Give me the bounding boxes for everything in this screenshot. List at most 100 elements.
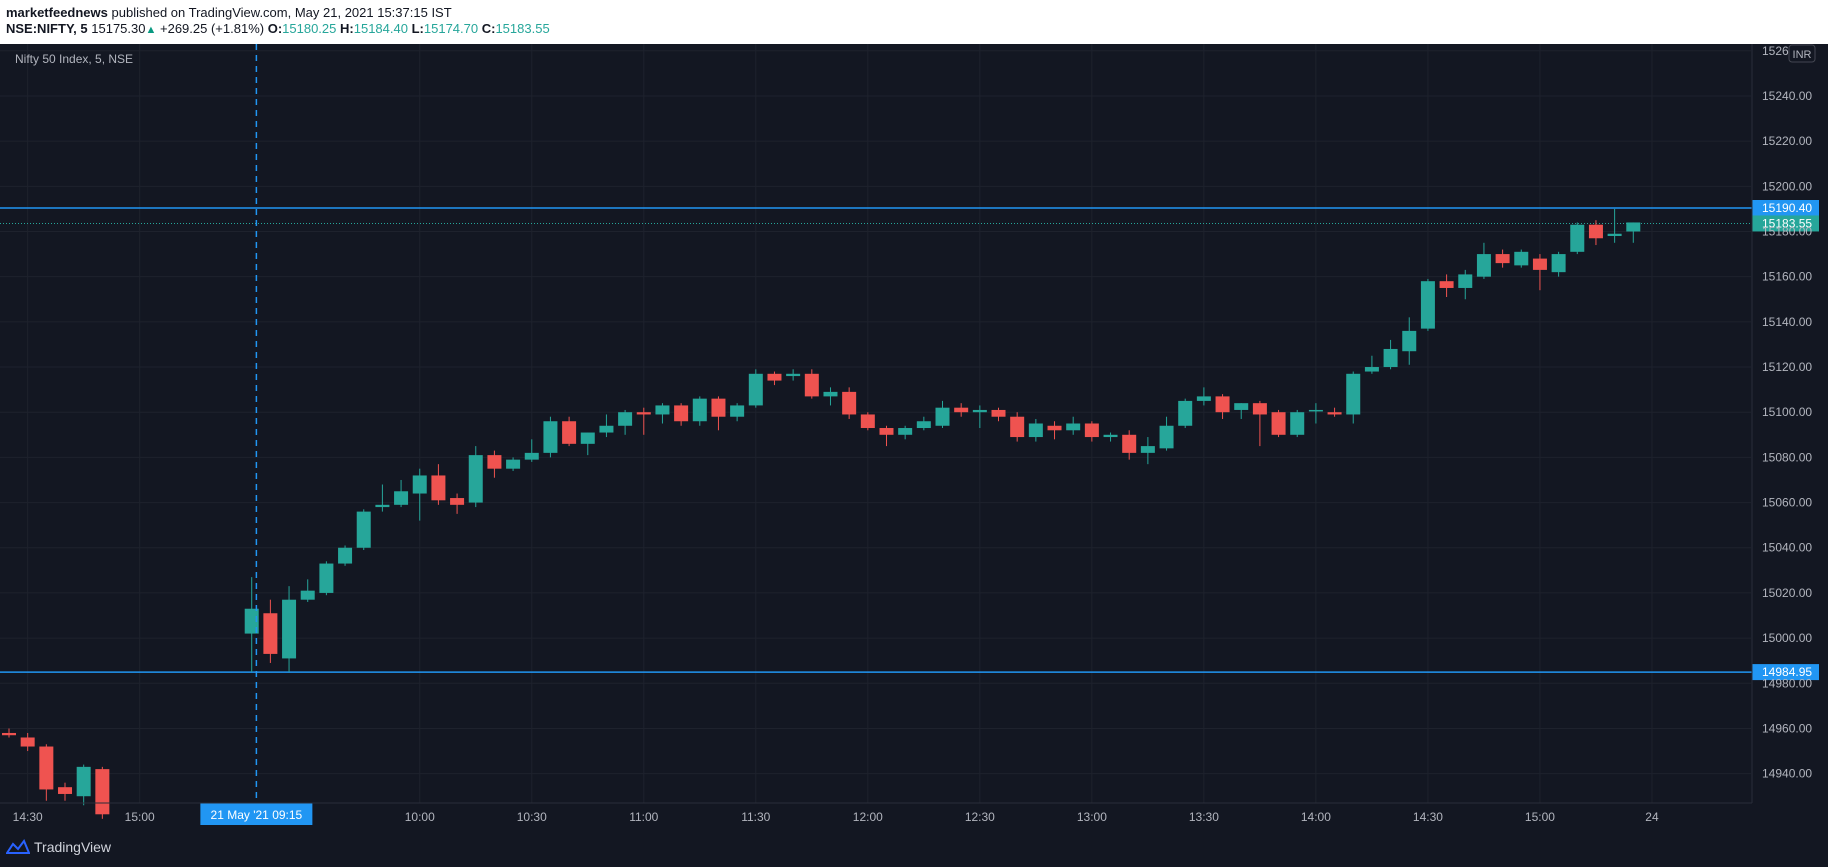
x-tick-label: 12:00 <box>853 810 883 824</box>
candlestick-chart[interactable]: 15190.40 14984.95 15183.55 21 May '21 09:1… <box>0 44 1828 831</box>
candle-body <box>711 398 726 417</box>
candle-up <box>1607 208 1622 243</box>
candle-body <box>823 391 838 397</box>
currency-badge-frame <box>1788 44 1816 63</box>
high-value: 15184.40 <box>353 21 408 36</box>
author-name[interactable]: marketfeednews <box>6 5 108 20</box>
candle-down <box>1327 407 1342 417</box>
candle-down <box>954 403 969 417</box>
candle-up <box>244 577 259 672</box>
candle-up <box>972 405 987 429</box>
candle-body <box>1047 425 1062 431</box>
candle-down <box>1010 412 1025 442</box>
candle-down <box>1588 220 1603 246</box>
candle-up <box>506 457 521 471</box>
candle-body <box>655 405 670 415</box>
candle-up <box>468 446 483 508</box>
candle-body <box>1066 423 1081 431</box>
candle-body <box>20 737 35 747</box>
candle-up <box>580 432 595 456</box>
candle-down <box>95 766 110 819</box>
candle-up <box>1290 409 1305 438</box>
candle-down <box>20 732 35 752</box>
x-tick-label: 11:30 <box>741 810 770 824</box>
candle-up <box>1383 339 1398 370</box>
candle-body <box>506 459 521 469</box>
y-tick-label: 15080.00 <box>1762 450 1812 464</box>
candle-body <box>898 428 913 435</box>
tradingview-logo-icon <box>6 839 30 854</box>
candle-body <box>1383 348 1398 368</box>
up-arrow-icon: ▲ <box>145 24 157 36</box>
candle-body <box>1084 423 1099 438</box>
x-tick-label: 13:00 <box>1077 810 1107 824</box>
candle-down <box>1252 400 1267 447</box>
candle-body <box>487 455 502 469</box>
y-tick-label: 15140.00 <box>1762 315 1812 329</box>
y-tick-label: 15180.00 <box>1762 224 1812 238</box>
y-tick-label: 15220.00 <box>1762 134 1812 148</box>
currency-badge[interactable]: INR <box>1788 44 1816 63</box>
x-tick-label: 12:30 <box>965 810 995 824</box>
candle-body <box>1570 224 1585 252</box>
candle-body <box>1215 396 1230 413</box>
candle-body <box>1308 409 1323 412</box>
candle-body <box>1252 403 1267 415</box>
candle-down <box>1215 394 1230 419</box>
candle-body <box>1271 412 1286 435</box>
x-tick-label: 14:30 <box>1413 810 1443 824</box>
candle-up <box>655 403 670 424</box>
candle-body <box>282 599 297 659</box>
candle-body <box>450 498 465 505</box>
candle-body <box>1196 396 1211 401</box>
candle-down <box>767 371 782 386</box>
candle-up <box>1346 371 1361 424</box>
candle-body <box>76 766 91 797</box>
footer: TradingView <box>0 831 1828 867</box>
low-label: L: <box>411 21 424 36</box>
candle-up <box>1159 416 1174 451</box>
chart-legend: Nifty 50 Index, 5, NSE <box>15 52 133 66</box>
candle-body <box>954 407 969 413</box>
candle-down <box>431 464 446 505</box>
high-label: H: <box>340 21 354 36</box>
low-value: 15174.70 <box>423 21 479 36</box>
brand-name: TradingView <box>34 839 112 855</box>
candle-body <box>730 405 745 417</box>
candle-body <box>748 373 763 406</box>
candle-down <box>1047 421 1062 440</box>
candle-down <box>1271 409 1286 438</box>
y-tick-label: 15100.00 <box>1762 405 1812 419</box>
candle-down <box>2 728 16 738</box>
tradingview-logo[interactable]: TradingView <box>6 839 111 855</box>
x-tick-label: 11:00 <box>629 810 658 824</box>
candle-up <box>1140 437 1155 465</box>
candle-up <box>1066 416 1081 435</box>
candle-body <box>692 398 707 422</box>
candle-up <box>338 545 353 566</box>
candle-up <box>692 396 707 426</box>
candle-body <box>1420 281 1435 329</box>
horizontal-lines[interactable]: 15190.40 14984.95 15183.55 <box>0 199 1819 681</box>
candle-up <box>1420 278 1435 331</box>
candle-body <box>1514 251 1529 266</box>
candle-body <box>972 409 987 413</box>
y-tick-label: 14980.00 <box>1762 676 1812 690</box>
candle-up <box>394 479 409 508</box>
candle-down <box>636 407 651 435</box>
candle-body <box>1010 416 1025 438</box>
candle-body <box>39 746 54 790</box>
candle-down <box>450 493 465 514</box>
candle-up <box>1028 418 1043 442</box>
candle-body <box>879 428 894 435</box>
candle-body <box>431 475 446 501</box>
symbol-label: NSE:NIFTY, 5 <box>6 21 88 36</box>
x-tick-label: 15:00 <box>1525 810 1555 824</box>
candle-body <box>1551 254 1566 273</box>
candle-body <box>935 407 950 426</box>
last-price-label: 15183.55 <box>1762 216 1812 230</box>
candle-body <box>1178 400 1193 426</box>
candle-up <box>1234 403 1249 419</box>
candle-down <box>263 599 278 663</box>
y-tick-label: 15240.00 <box>1762 89 1812 103</box>
